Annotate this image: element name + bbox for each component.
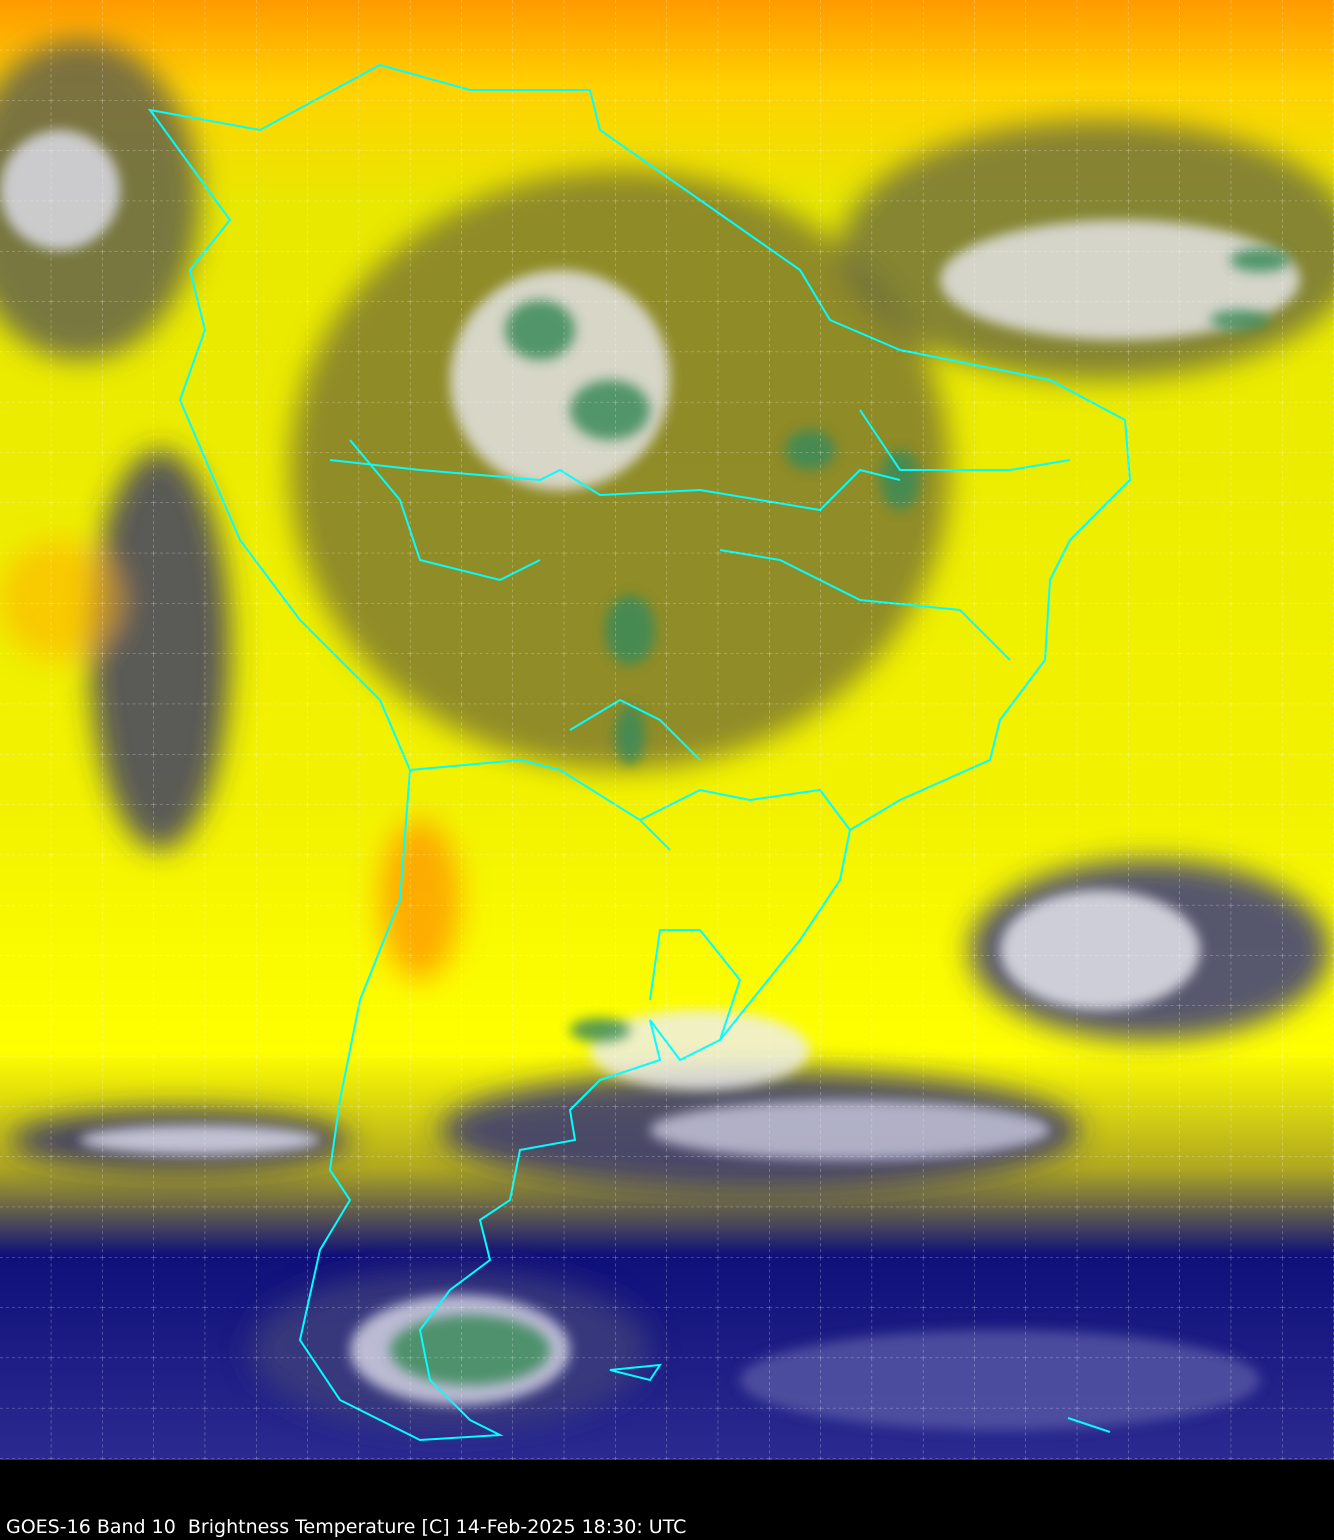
satellite-map	[0, 0, 1334, 1460]
image-caption: GOES-16 Band 10 Brightness Temperature […	[6, 1516, 687, 1538]
lat-lon-grid	[0, 0, 1334, 1460]
caption-bar: GOES-16 Band 10 Brightness Temperature […	[0, 1460, 1334, 1540]
